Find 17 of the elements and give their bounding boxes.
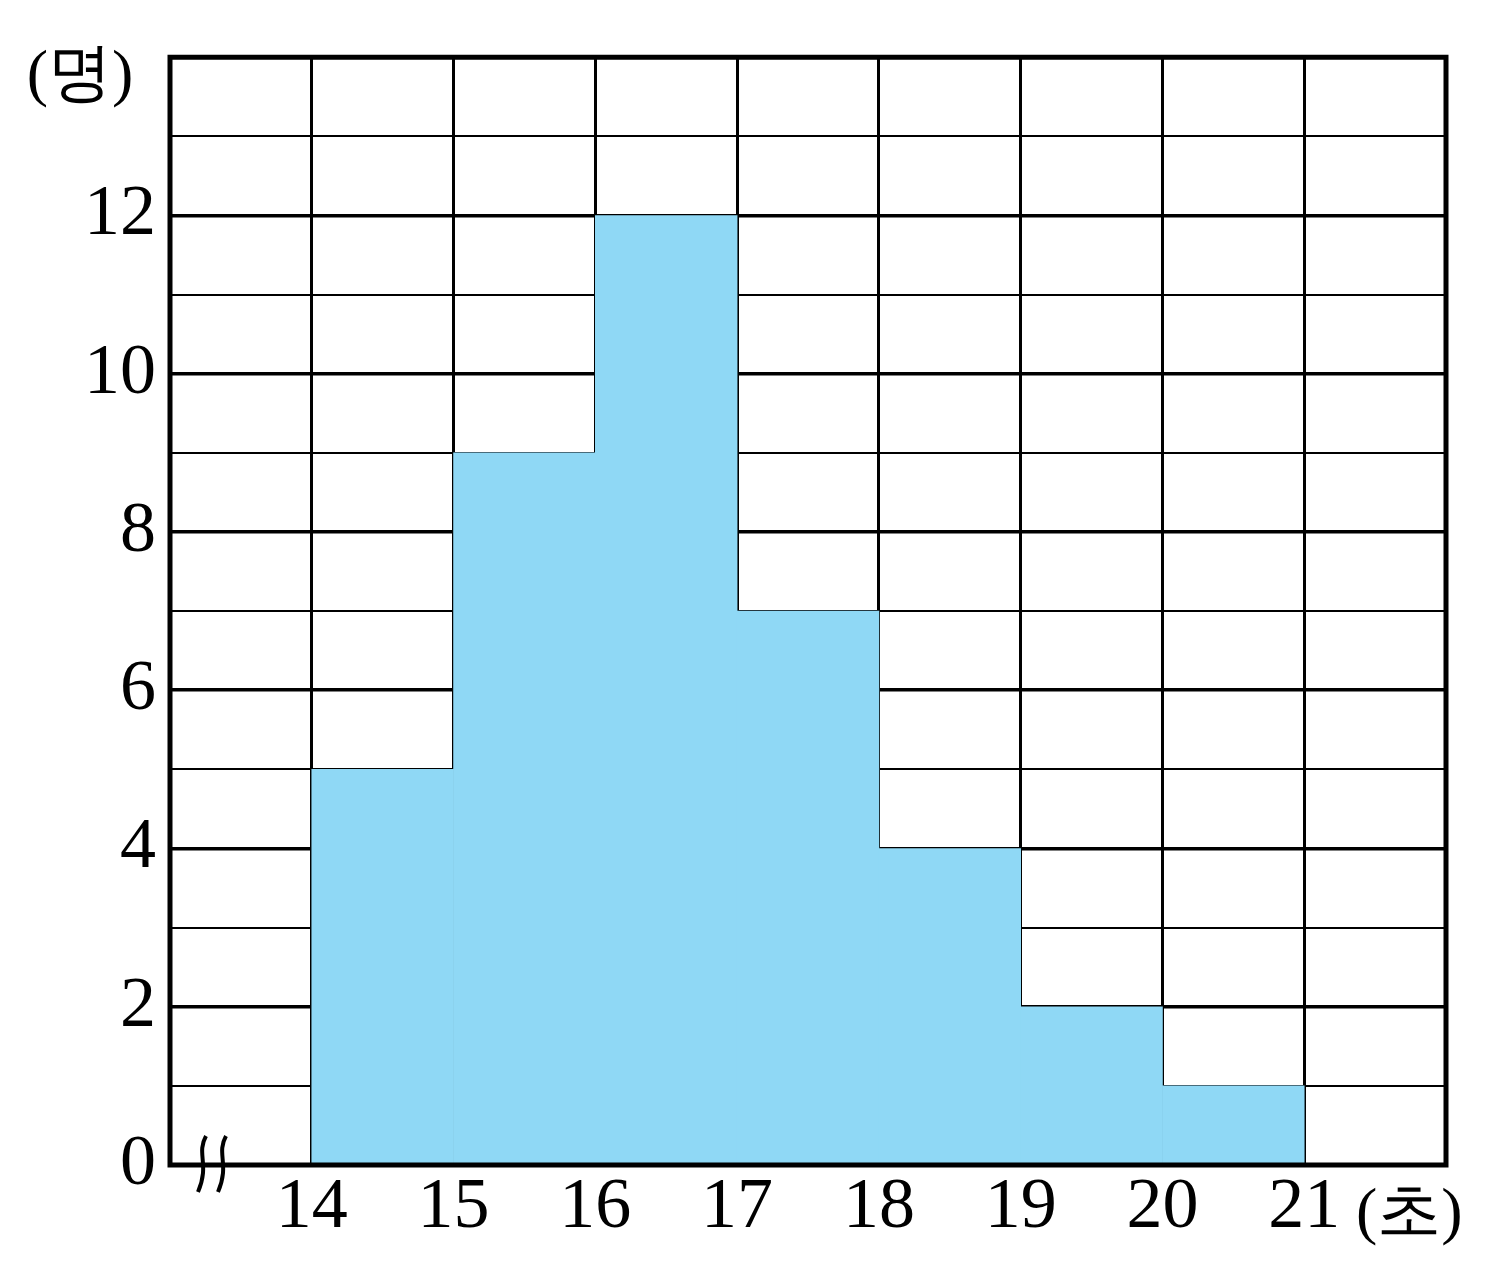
y-tick-label: 8 <box>120 486 156 567</box>
x-tick-label: 21 <box>1268 1163 1341 1244</box>
x-tick-label: 20 <box>1126 1163 1199 1244</box>
x-tick-label: 18 <box>842 1163 915 1244</box>
y-tick-label: 12 <box>84 170 156 251</box>
y-tick-label: 10 <box>84 328 156 409</box>
y-tick-label: 2 <box>120 961 156 1042</box>
x-tick-label: 14 <box>275 1163 348 1244</box>
x-axis-title: (초) <box>1356 1174 1463 1246</box>
x-tick-label: 19 <box>984 1163 1057 1244</box>
y-tick-label: 6 <box>120 645 156 726</box>
x-tick-label: 17 <box>701 1163 774 1244</box>
y-tick-label: 0 <box>120 1119 156 1200</box>
x-tick-label: 15 <box>417 1163 490 1244</box>
y-tick-label: 4 <box>120 803 156 884</box>
x-tick-label: 16 <box>559 1163 632 1244</box>
y-axis-title: (명) <box>26 37 134 109</box>
